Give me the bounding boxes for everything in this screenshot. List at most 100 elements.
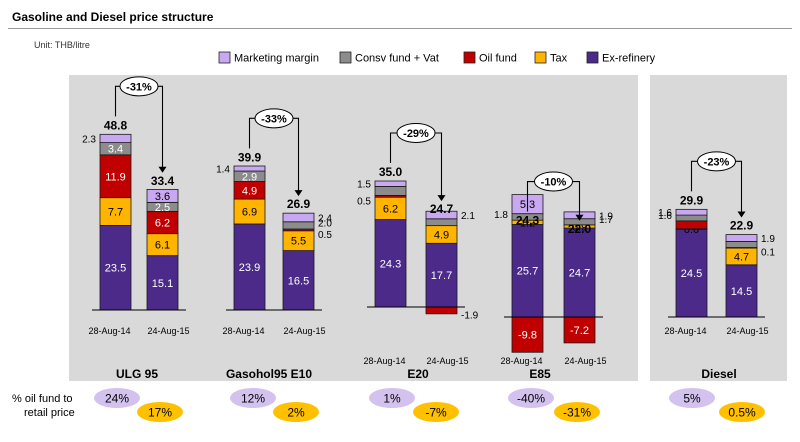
legend-label-consv-fund-vat: Consv fund + Vat [355, 53, 439, 65]
oil-fund-row-label-line1: % oil fund to [12, 393, 73, 405]
oil-fund-pct-gasohol95-e10-0: 12% [241, 392, 265, 406]
oil-fund-pct-e20-1: -7% [425, 406, 447, 420]
oil-fund-percentages: 24% 17% 12% 2% 1% -7% -40% -31% 5% 0.5% [94, 388, 765, 422]
group-e20: 24.3 6.2 0.5 1.5 35.0 28-Aug-14 -1.9 17.7 4.9 2.1… [357, 123, 479, 381]
legend-label-oil-fund: Oil fund [479, 53, 517, 65]
oil-fund-pill-diesel-0 [669, 388, 715, 408]
oil-fund-pill-e20-1 [413, 402, 459, 422]
legend-label-ex-refinery: Ex-refinery [602, 53, 656, 65]
oil-fund-pct-ulg-95-0: 24% [105, 392, 129, 406]
oil-fund-row-label-line2: retail price [24, 407, 75, 419]
oil-fund-pill-gasohol95-e10-1 [273, 402, 319, 422]
bar-label-e20-1-tax: 4.9 [434, 229, 449, 241]
legend-swatch-tax [534, 51, 547, 64]
bar-total-gasohol95-e10-0: 39.9 [238, 150, 262, 164]
change-label-diesel: -23% [704, 156, 730, 168]
legend-swatch-ex-refinery [586, 51, 599, 64]
bar-date-gasohol95-e10-0: 28-Aug-14 [222, 326, 264, 336]
bar-label-e85-0-oil-fund: -9.8 [518, 330, 537, 342]
oil-fund-pill-e85-0 [508, 388, 554, 408]
bar-segment-gasohol95-e10-0-tax [233, 198, 266, 225]
oil-fund-pct-ulg-95-1: 17% [148, 406, 172, 420]
bar-label-diesel-0-ex-refinery: 24.5 [681, 268, 702, 280]
bar-segment-e20-0-consv-fund-vat [374, 185, 407, 196]
bar-date-e20-1: 24-Aug-15 [426, 356, 468, 366]
legend-swatch-consv-fund-vat [339, 51, 352, 64]
bar-date-ulg-95-1: 24-Aug-15 [147, 326, 189, 336]
bar-segment-gasohol95-e10-1-consv-fund-vat [282, 221, 315, 230]
bar-label-gasohol95-e10-1-marketing-margin: 2.4 [318, 213, 332, 224]
bar-label-ulg-95-0-tax: 7.7 [108, 207, 123, 219]
bar-label-gasohol95-e10-0-oil-fund: 4.9 [242, 185, 257, 197]
bar-label-ulg-95-1-marketing-margin: 3.6 [155, 191, 170, 203]
bar-segment-ulg-95-0-oil-fund [99, 154, 132, 199]
group-label-diesel: Diesel [701, 367, 736, 381]
change-label-ulg-95: -31% [126, 81, 152, 93]
bar-label-e85-0-ex-refinery: 25.7 [517, 266, 538, 278]
bar-segment-ulg-95-0-marketing-margin [99, 133, 132, 144]
bar-segment-gasohol95-e10-0-marketing-margin [233, 165, 266, 172]
bar-label-diesel-1-marketing-margin: 1.9 [761, 234, 775, 245]
oil-fund-pct-e85-0: -40% [517, 392, 545, 406]
bar-label-gasohol95-e10-0-marketing-margin: 1.4 [216, 165, 230, 176]
bar-total-diesel-0: 29.9 [680, 193, 704, 207]
bar-label-e20-0-oil-fund: 0.5 [357, 196, 371, 207]
bar-label-gasohol95-e10-1-consv-fund-vat: 2.0 [318, 218, 332, 229]
change-bubble-ulg-95 [119, 76, 159, 97]
group-e85: -9.825.71.21.85.324.328-Aug-14-7.224.70.… [494, 171, 613, 381]
bar-segment-e20-1-oil-fund [425, 306, 458, 315]
bar-label-e85-1-oil-fund: -7.2 [570, 325, 589, 337]
bar-segment-gasohol95-e10-1-ex-refinery [282, 250, 315, 311]
change-bubble-e20 [396, 123, 436, 143]
oil-fund-pill-gasohol95-e10-0 [230, 388, 276, 408]
chart-title: Gasoline and Diesel price structure [12, 10, 214, 24]
oil-fund-pct-e85-1: -31% [563, 406, 591, 420]
bar-date-ulg-95-0: 28-Aug-14 [88, 326, 130, 336]
oil-fund-pct-diesel-1: 0.5% [728, 406, 756, 420]
bar-segment-diesel-1-marketing-margin [725, 234, 758, 242]
bar-label-e85-1-ex-refinery: 24.7 [569, 268, 590, 280]
legend: Marketing margin Consv fund + Vat Oil fund… [218, 51, 656, 65]
unit-label: Unit: THB/litre [34, 40, 90, 50]
bar-segment-e85-0-oil-fund [511, 316, 544, 353]
bar-label-e85-0-consv-fund-vat: 1.8 [494, 210, 508, 221]
bar-label-diesel-0-marketing-margin: 1.6 [658, 208, 672, 219]
bar-label-diesel-0-consv-fund-vat: 1.6 [658, 211, 672, 222]
bar-label-e85-1-consv-fund-vat: 1.7 [599, 215, 613, 226]
bar-date-diesel-0: 28-Aug-14 [664, 326, 706, 336]
bar-label-e20-0-ex-refinery: 24.3 [380, 258, 401, 270]
bar-label-gasohol95-e10-1-ex-refinery: 16.5 [288, 275, 309, 287]
bar-segment-diesel-0-consv-fund-vat [675, 214, 708, 222]
bar-label-e20-1-oil-fund: -1.9 [461, 310, 479, 321]
bar-label-gasohol95-e10-0-tax: 6.9 [242, 207, 257, 219]
change-label-e85: -10% [541, 177, 567, 189]
change-arrow-diesel [737, 211, 746, 218]
bar-segment-e20-0-ex-refinery [374, 219, 407, 308]
change-label-e20: -29% [403, 128, 429, 140]
group-label-e85: E85 [529, 367, 551, 381]
bar-label-e20-1-marketing-margin: 2.1 [461, 211, 475, 222]
oil-fund-pill-ulg-95-0 [94, 388, 140, 408]
legend-swatch-oil-fund [463, 51, 476, 64]
oil-fund-pct-diesel-0: 5% [683, 392, 701, 406]
bar-segment-diesel-1-consv-fund-vat [725, 240, 758, 248]
change-arrow-ulg-95 [158, 166, 167, 173]
bar-label-gasohol95-e10-1-oil-fund: 0.5 [318, 230, 332, 241]
bar-label-ulg-95-1-ex-refinery: 15.1 [152, 278, 173, 290]
bar-total-gasohol95-e10-1: 26.9 [287, 197, 311, 211]
diesel-panel [650, 75, 787, 381]
bar-label-e20-0-marketing-margin: 1.5 [357, 180, 371, 191]
change-label-gasohol95-e10: -33% [261, 113, 287, 125]
bar-segment-diesel-0-oil-fund [675, 220, 708, 230]
bar-label-ulg-95-0-ex-refinery: 23.5 [105, 263, 126, 275]
bar-segment-diesel-1-ex-refinery [725, 264, 758, 318]
bar-total-e20-1: 24.7 [430, 202, 454, 216]
legend-label-marketing-margin: Marketing margin [234, 53, 319, 65]
change-bubble-gasohol95-e10 [254, 108, 294, 129]
bar-date-e85-1: 24-Aug-15 [564, 356, 606, 366]
bar-label-diesel-1-tax: 4.7 [734, 251, 749, 263]
bar-label-ulg-95-1-tax: 6.1 [155, 240, 170, 252]
bar-segment-e20-0-marketing-margin [374, 180, 407, 187]
